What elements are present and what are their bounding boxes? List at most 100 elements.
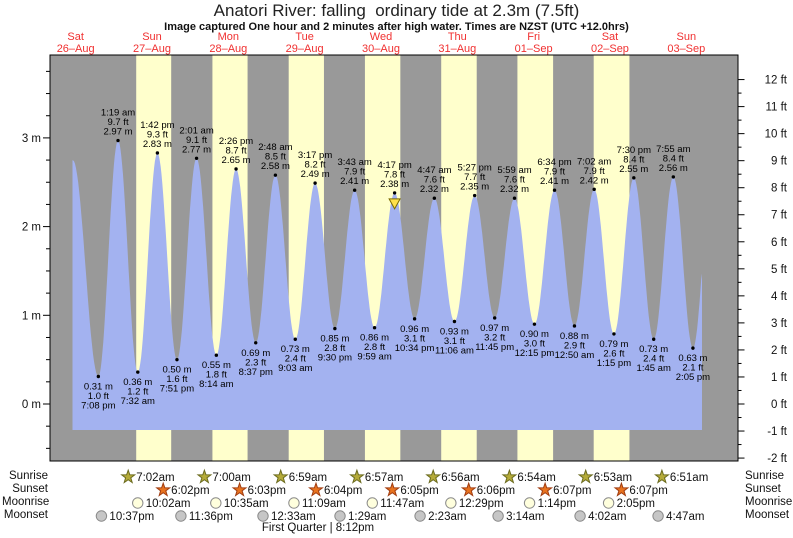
tide-area [72, 140, 702, 430]
day-label: Sat 02–Sep [591, 31, 629, 55]
y-axis-right-label: 7 ft [771, 210, 788, 222]
moonset-circle-icon [175, 510, 187, 522]
moonrise-circle-icon [602, 497, 615, 509]
moonrise-row-label-right: Moonrise [745, 496, 793, 508]
sunrise-time: 6:53am [594, 472, 632, 484]
chart-subtitle: Image captured One hour and 2 minutes af… [164, 21, 629, 33]
sunset-time: 6:05pm [400, 485, 438, 497]
sunset-time: 6:04pm [324, 485, 362, 497]
y-axis-right-label: 12 ft [765, 75, 788, 87]
moonset-row-label-right: Moonset [745, 509, 790, 521]
moonset-circle-icon [95, 510, 108, 522]
sunset-star-icon [537, 481, 554, 497]
tide-extreme-dot [333, 326, 337, 331]
tide-extreme-label: 3:43 am 7.9 ft 2.41 m [337, 157, 371, 187]
tide-extreme-dot [492, 316, 497, 320]
sunset-time: 6:02pm [171, 485, 209, 497]
sunset-time: 6:06pm [477, 485, 515, 497]
day-label: Fri 01–Sep [514, 31, 553, 55]
moonrise-circle-icon [288, 497, 300, 509]
y-axis-left-label: 2 m [22, 222, 41, 234]
moonset-circle-icon [492, 510, 504, 522]
tide-extreme-dot [313, 181, 317, 185]
tide-extreme-label: 2:26 pm 8.7 ft 2.65 m [219, 136, 253, 166]
y-axis-right-label: 4 ft [771, 291, 788, 303]
tide-extreme-label: 0.93 m 3.1 ft 11:06 am [435, 327, 474, 357]
tide-extreme-label: 2:48 am 8.5 ft 2.58 m [258, 142, 292, 172]
tide-extreme-dot [293, 337, 297, 341]
y-axis-left-label: 0 m [22, 399, 41, 411]
tide-extreme-dot [472, 193, 477, 198]
day-label: Wed 30–Aug [362, 31, 400, 55]
tide-extreme-dot [412, 317, 417, 321]
moonrise-circle-icon [366, 497, 378, 509]
tide-extreme-label: 4:47 am 7.6 ft 2.32 m [417, 165, 451, 195]
moonrise-time: 12:29pm [459, 498, 504, 510]
y-axis-right-label: -2 ft [767, 453, 788, 465]
tide-extreme-label: 3:17 pm 8.2 ft 2.49 m [298, 150, 332, 180]
moonrise-time: 11:09am [302, 498, 346, 510]
tide-extreme-label: 0.73 m 2.4 ft 1:45 am [637, 344, 671, 374]
tide-extreme-dot [552, 188, 557, 192]
tide-extreme-label: 0.50 m 1.6 ft 7:51 pm [160, 365, 194, 395]
tide-extreme-dot [175, 357, 179, 362]
moonrise-time: 2:05pm [617, 498, 655, 510]
sunset-star-icon [613, 481, 630, 497]
tide-extreme-dot [671, 175, 676, 179]
tide-extreme-label: 5:27 pm 7.7 ft 2.35 m [457, 163, 491, 193]
tide-extreme-dot [372, 326, 377, 330]
tide-extreme-label: 0.97 m 3.2 ft 11:45 pm [475, 323, 514, 353]
tide-extreme-label: 5:59 am 7.6 ft 2.32 m [497, 165, 531, 195]
tide-extreme-dot [116, 138, 120, 143]
sunrise-row-label-right: Sunrise [745, 470, 784, 482]
sunrise-star-icon [272, 468, 289, 484]
y-axis-right-label: 6 ft [771, 237, 788, 249]
tide-extreme-label: 0.63 m 2.1 ft 2:05 pm [676, 353, 710, 383]
y-axis-left-label: 1 m [22, 310, 41, 322]
tide-extreme-dot [352, 188, 357, 192]
moonset-time: 11:36pm [189, 511, 233, 523]
tide-extreme-label: 0.55 m 1.8 ft 8:14 am [199, 360, 233, 390]
sunrise-star-icon [120, 468, 137, 484]
day-label: Mon 28–Aug [209, 31, 248, 55]
sunset-star-icon [384, 481, 401, 497]
y-axis-right-label: 5 ft [771, 264, 788, 276]
sunrise-star-icon [349, 468, 365, 484]
tide-extreme-dot [234, 167, 238, 171]
sunrise-time: 7:00am [212, 472, 250, 484]
day-label: Sun 27–Aug [133, 31, 171, 55]
tide-extreme-dot [155, 151, 160, 155]
y-axis-right-label: -1 ft [767, 426, 788, 438]
tide-extreme-label: 0.73 m 2.4 ft 9:03 am [278, 344, 312, 374]
tide-extreme-dot [592, 187, 596, 192]
moonset-circle-icon [574, 510, 586, 522]
tide-extreme-dot [136, 370, 140, 374]
y-axis-right-label: 8 ft [771, 183, 788, 195]
tide-extreme-dot [96, 374, 101, 379]
y-axis-right-label: 0 ft [771, 399, 788, 411]
moonset-time: 2:23am [428, 511, 466, 523]
y-axis-right-label: 1 ft [771, 372, 788, 384]
tide-extreme-label: 7:30 pm 8.4 ft 2.55 m [617, 145, 651, 175]
moonrise-time: 10:02am [146, 498, 191, 510]
sunset-star-icon [155, 481, 172, 497]
moonset-circle-icon [652, 510, 664, 522]
tide-extreme-dot [632, 176, 636, 180]
tide-extreme-label: 0.86 m 2.8 ft 9:59 am [357, 333, 391, 363]
tide-extreme-labels: 0.31 m 1.0 ft 7:08 pm 1:19 am 9.7 ft 2.97 m 0.… [81, 108, 710, 412]
tide-extreme-dot [452, 319, 457, 324]
moonrise-time: 1:14pm [538, 498, 576, 510]
day-label: Sun 03–Sep [667, 31, 706, 55]
y-axis-right-label: 11 ft [765, 102, 787, 114]
page-title: Anatori River: falling ordinary tide at … [213, 1, 580, 20]
tide-extreme-dot [214, 353, 219, 357]
tide-extreme-dot [273, 173, 278, 177]
tide-extreme-dot [691, 346, 695, 350]
tide-extreme-label: 0.79 m 2.6 ft 1:15 pm [597, 339, 631, 369]
sunset-row-label-right: Sunset [745, 483, 781, 495]
tide-extreme-dot [652, 337, 656, 341]
tide-extreme-label: 0.31 m 1.0 ft 7:08 pm [81, 382, 115, 412]
moonset-circle-icon [257, 510, 269, 522]
